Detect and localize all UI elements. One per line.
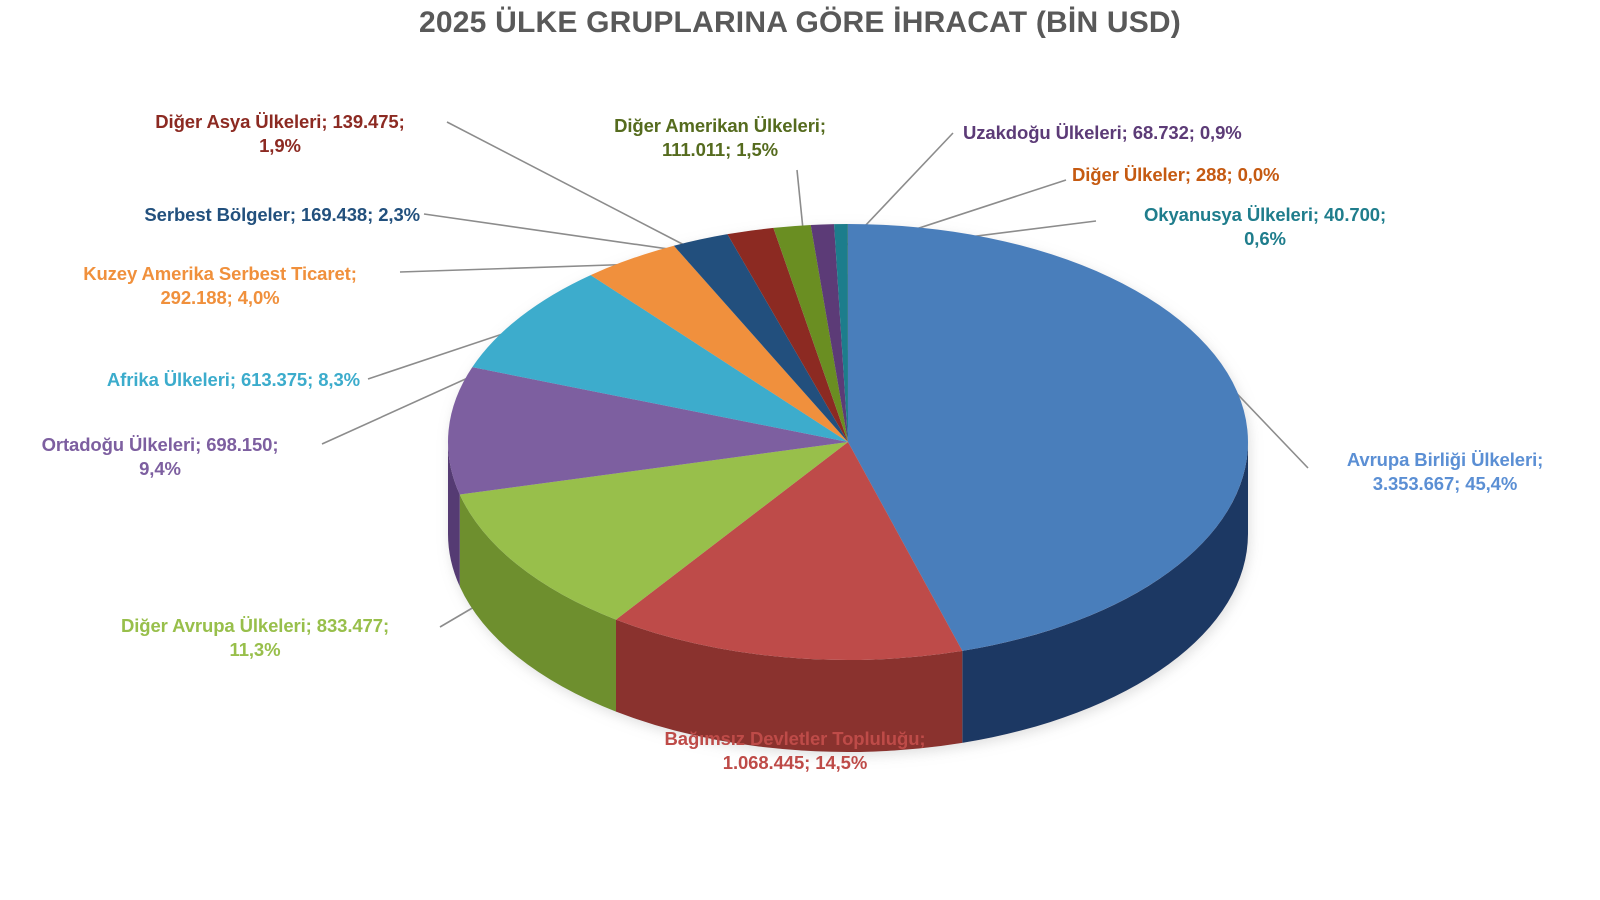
pie-side-di-er-avrupa-lkeleri (459, 494, 616, 712)
data-label-kuzey-amerika: Kuzey Amerika Serbest Ticaret; 292.188; … (83, 263, 357, 309)
pie-slice-kuzey-amerika-serbest-ticaret[interactable] (590, 245, 848, 442)
data-label-diger-ulkeler: Diğer Ülkeler; 288; 0,0% (1072, 164, 1280, 185)
pie-slice-uzakdo-u-lkeleri[interactable] (810, 224, 848, 442)
pie-slice-di-er-amerikan-lkeleri[interactable] (773, 224, 848, 442)
pie-slice-avrupa-birli-i-lkeleri[interactable] (848, 224, 1248, 651)
pie-side-walls (448, 442, 1248, 752)
pie-slice-serbest-b-lgeler[interactable] (673, 234, 848, 442)
pie-side-ba-ms-z-devletler-toplulu-u (615, 619, 963, 752)
pie-slice-di-er-avrupa-lkeleri[interactable] (459, 442, 848, 620)
pie-slice-okyanusya-lkeleri[interactable] (834, 224, 848, 442)
chart-title: 2025 ÜLKE GRUPLARINA GÖRE İHRACAT (BİN U… (419, 6, 1181, 39)
data-label-serbest-bolgeler: Serbest Bölgeler; 169.438; 2,3% (144, 204, 420, 225)
data-label-okyanusya: Okyanusya Ülkeleri; 40.700; 0,6% (1143, 204, 1387, 250)
data-label-diger-avrupa: Diğer Avrupa Ülkeleri; 833.477; 11,3% (120, 615, 389, 661)
pie-body (447, 223, 1248, 752)
pie-slice-ortado-u-lkeleri[interactable] (447, 367, 848, 495)
pie-slice-di-er-asya-lkeleri[interactable] (727, 227, 848, 442)
data-label-uzakdogu: Uzakdoğu Ülkeleri; 68.732; 0,9% (963, 122, 1242, 143)
data-label-avrupa-birligi: Avrupa Birliği Ülkeleri; 3.353.667; 45,4… (1346, 449, 1544, 495)
pie-top-face (447, 223, 1248, 660)
data-label-diger-amerikan: Diğer Amerikan Ülkeleri; 111.011; 1,5% (614, 115, 826, 161)
data-label-afrika: Afrika Ülkeleri; 613.375; 8,3% (106, 369, 360, 390)
pie-slice-ba-ms-z-devletler-toplulu-u[interactable] (615, 442, 963, 660)
leader-line-diger-asya (446, 121, 691, 249)
data-label-diger-asya: Diğer Asya Ülkeleri; 139.475; 1,9% (155, 111, 405, 157)
pie-side-ortado-u-lkeleri (448, 442, 460, 587)
pie-slice-afrika-lkeleri[interactable] (472, 275, 848, 442)
data-label-ortadogu: Ortadoğu Ülkeleri; 698.150; 9,4% (41, 434, 279, 480)
data-label-bdt: Bağımsız Devletler Topluluğu; 1.068.445;… (664, 728, 926, 774)
pie-side-avrupa-birli-i-lkeleri (962, 442, 1248, 743)
